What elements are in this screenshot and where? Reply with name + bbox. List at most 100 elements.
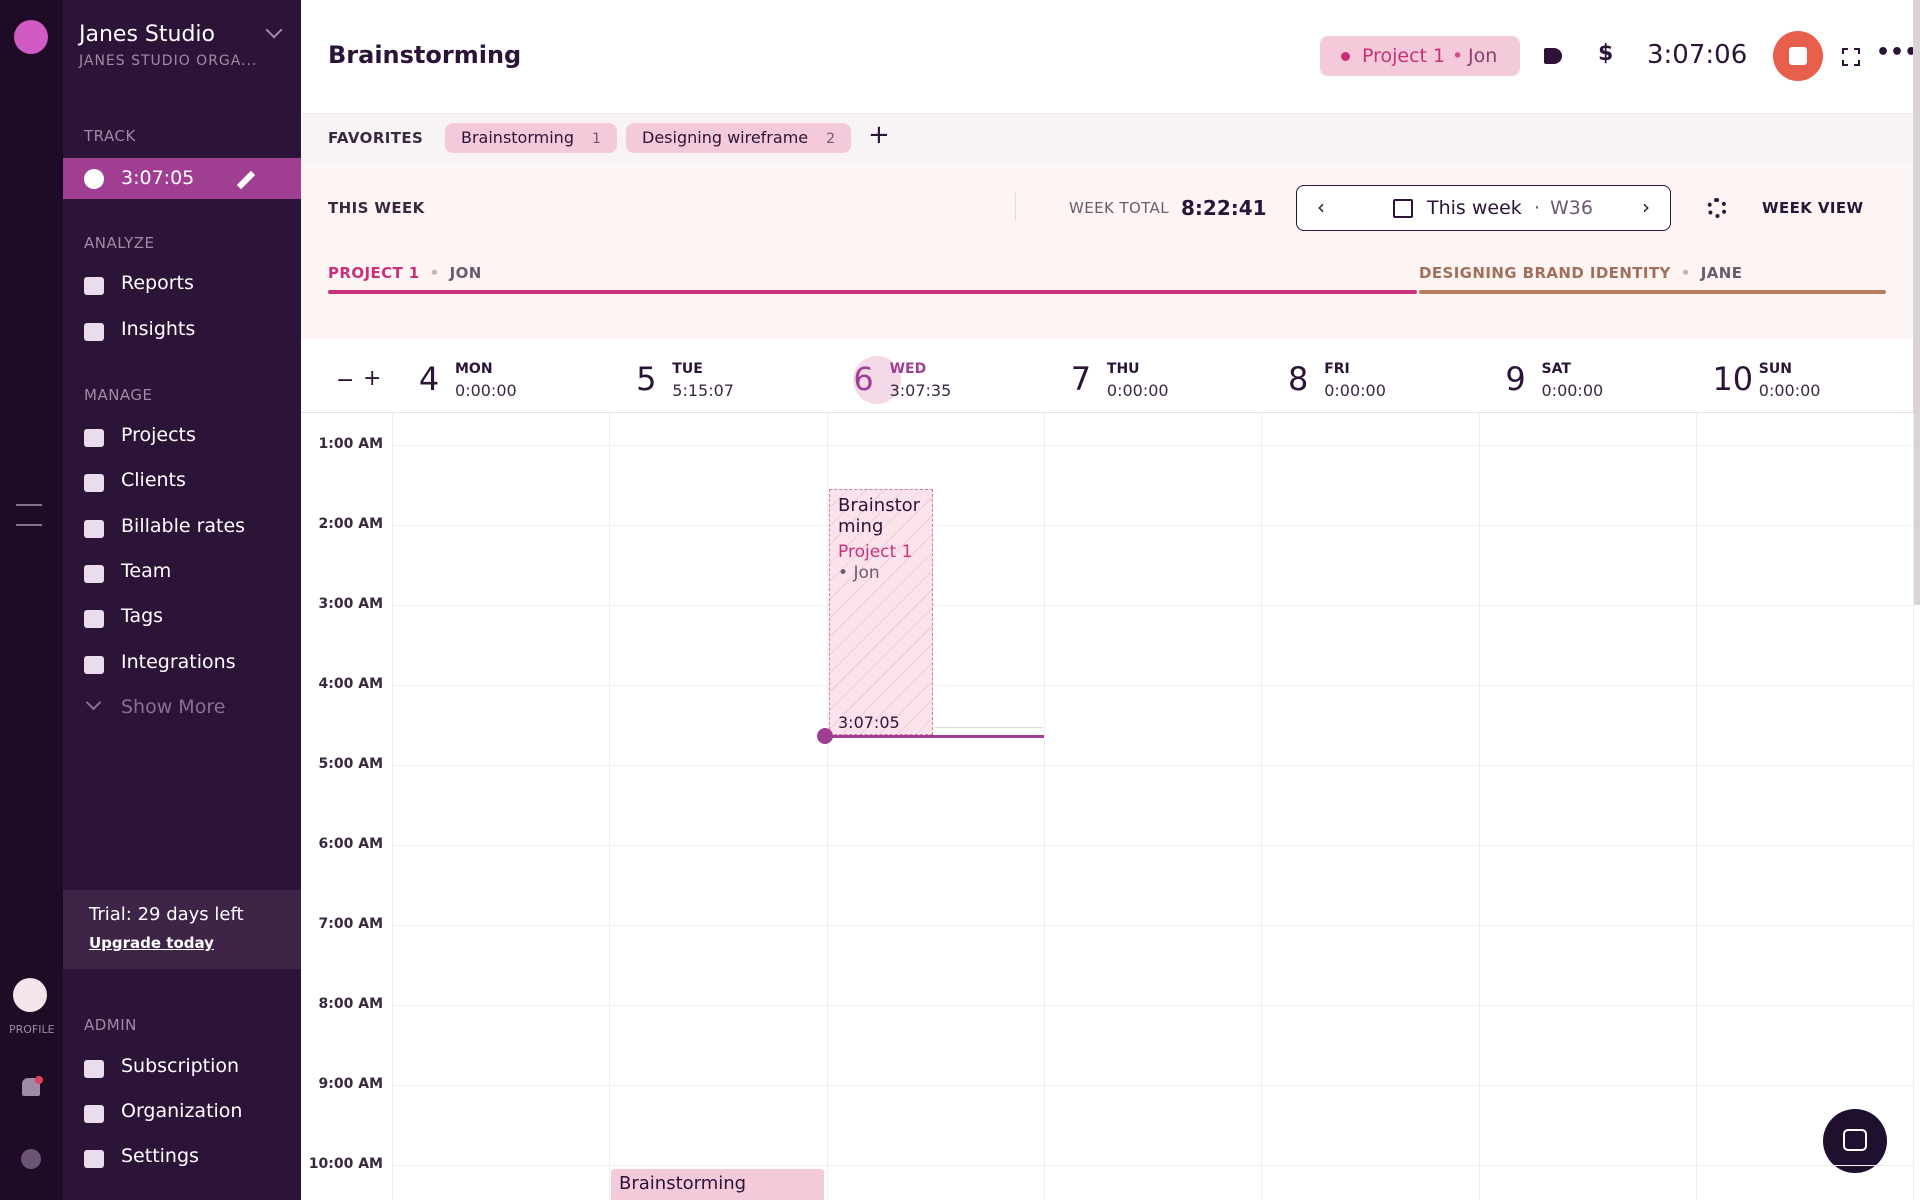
workspace-name[interactable]: Janes Studio — [79, 22, 215, 47]
project-bar-client: JON — [449, 264, 482, 282]
stop-icon — [1789, 47, 1807, 65]
zoom-in[interactable]: + — [363, 366, 382, 391]
nav-icon — [84, 277, 104, 296]
day-name: WED — [889, 361, 927, 377]
current-time-line-ghost — [935, 727, 1043, 728]
hour-label: 2:00 AM — [318, 516, 383, 532]
entry-project: Project 1 — [838, 542, 913, 562]
section-label: TRACK — [84, 127, 136, 146]
add-favorite[interactable]: + — [868, 120, 890, 150]
hour-label: 8:00 AM — [318, 996, 383, 1012]
nav-item[interactable]: Team — [121, 560, 172, 583]
nav-item[interactable]: Insights — [121, 317, 196, 340]
hour-label: 5:00 AM — [318, 756, 383, 772]
day-date: 6 — [853, 360, 874, 398]
day-total: 0:00:00 — [1106, 381, 1169, 400]
week-total-label: WEEK TOTAL — [1069, 199, 1169, 217]
day-name: SUN — [1758, 361, 1792, 377]
workspace-dropdown[interactable] — [265, 21, 283, 39]
nav-item[interactable]: Projects — [121, 424, 196, 447]
nav-item[interactable]: Integrations — [121, 650, 236, 673]
tag-button[interactable] — [1544, 48, 1562, 64]
favorite-chip[interactable]: Designing wireframe 2 — [626, 123, 852, 153]
column-line — [1478, 413, 1480, 1200]
chat-button[interactable] — [1823, 1109, 1887, 1173]
project-bar-name: DESIGNING BRAND IDENTITY — [1419, 264, 1671, 282]
nav-icon — [84, 1150, 104, 1169]
view-select[interactable]: WEEK VIEW — [1762, 199, 1864, 217]
hour-label: 6:00 AM — [318, 836, 383, 852]
nav-item[interactable]: Reports — [121, 272, 194, 295]
week-range: This week — [1427, 197, 1522, 219]
column-line — [392, 413, 393, 1200]
trial-box: Trial: 29 days left Upgrade today — [63, 890, 301, 969]
billable-button[interactable]: $ — [1598, 41, 1614, 66]
nav-item[interactable]: Clients — [121, 469, 186, 492]
day-name: SAT — [1541, 361, 1571, 377]
hour-line — [392, 1005, 1913, 1006]
column-line — [1043, 413, 1045, 1200]
day-total: 0:00:00 — [455, 381, 517, 400]
nav-icon — [84, 1105, 104, 1124]
day-total: 3:07:35 — [889, 381, 952, 400]
nav-icon — [84, 429, 104, 448]
project-name: Project 1 — [1362, 45, 1446, 67]
power-button[interactable] — [14, 20, 48, 54]
nav-icon — [84, 519, 104, 538]
favorite-count: 2 — [826, 131, 836, 147]
nav-item[interactable]: Settings — [121, 1145, 199, 1168]
entry-client-dot: • — [838, 563, 854, 583]
column-line — [609, 413, 611, 1200]
collapse-button[interactable] — [16, 504, 42, 526]
hour-label: 3:00 AM — [318, 596, 383, 612]
column-line — [826, 413, 828, 1200]
week-label: THIS WEEK — [328, 199, 425, 217]
nav-item[interactable]: Organization — [121, 1100, 243, 1123]
column-line — [1261, 413, 1263, 1200]
day-name: TUE — [672, 361, 703, 377]
organization-name: JANES STUDIO ORGA... — [79, 53, 258, 69]
week-picker[interactable]: ‹ This week · W36 › — [1296, 185, 1671, 231]
notification-dot — [35, 1076, 43, 1084]
upgrade-link[interactable]: Upgrade today — [89, 934, 214, 952]
nav-icon — [84, 655, 104, 674]
icon-rail: PROFILE — [0, 0, 63, 1200]
zoom-out[interactable]: − — [336, 368, 355, 393]
chat-icon — [1843, 1129, 1867, 1151]
nav-item[interactable]: Billable rates — [121, 514, 246, 537]
hour-label: 1:00 AM — [318, 436, 383, 452]
profile-label: PROFILE — [9, 1023, 55, 1036]
help[interactable] — [21, 1149, 41, 1169]
hour-line — [392, 525, 1913, 526]
calendar-icon — [1393, 199, 1413, 218]
stop-button[interactable] — [1773, 31, 1823, 81]
track-item[interactable]: 3:07:05 — [63, 158, 301, 199]
time-entry[interactable]: Brainstorming — [611, 1169, 824, 1200]
clock-icon — [84, 169, 104, 189]
entry-title: Brainstorming — [619, 1173, 747, 1194]
scrollbar[interactable] — [1913, 0, 1920, 605]
settings-button[interactable] — [1707, 198, 1727, 218]
running-timer: 3:07:05 — [121, 167, 195, 189]
fullscreen-button[interactable] — [1842, 48, 1860, 66]
nav-item[interactable]: Tags — [121, 605, 164, 628]
edit-icon[interactable] — [236, 170, 256, 190]
prev-week[interactable]: ‹ — [1317, 195, 1325, 219]
nav-item[interactable]: Subscription — [121, 1054, 240, 1077]
hour-line — [392, 685, 1913, 686]
hour-line — [392, 445, 1913, 446]
more-button[interactable]: ••• — [1876, 40, 1919, 65]
project-bar — [328, 290, 1417, 294]
project-chip[interactable]: Project 1 • Jon — [1320, 36, 1520, 76]
sidebar: Janes Studio JANES STUDIO ORGA... — [63, 0, 301, 1200]
entry-client-name: Jon — [853, 563, 880, 583]
time-entry[interactable]: Brainstorming Project 1 • Jon 3:07:05 — [829, 489, 933, 735]
next-week[interactable]: › — [1642, 195, 1650, 219]
hour-label: 7:00 AM — [318, 916, 383, 932]
favorite-chip[interactable]: Brainstorming 1 — [445, 123, 617, 153]
profile-avatar[interactable] — [13, 978, 47, 1012]
hour-line — [392, 925, 1913, 926]
show-more[interactable]: Show More — [121, 695, 226, 718]
project-bar-label: PROJECT 1 • JON — [328, 264, 482, 282]
